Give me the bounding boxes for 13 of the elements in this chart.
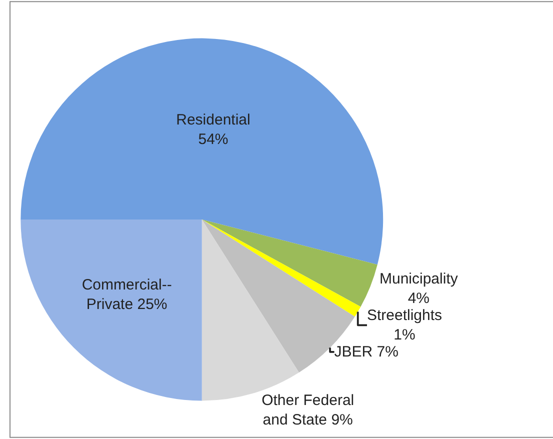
pie-slice (20, 220, 202, 401)
slice-label: Streetlights (366, 306, 442, 324)
slice-label: Commercial--Private 25% (82, 276, 172, 313)
pie-slice (20, 38, 384, 265)
pie-slice (202, 220, 361, 317)
slice-label: Other Federal and State 9% (262, 392, 354, 429)
data-label: 4% (408, 290, 430, 307)
data-label: 1% (394, 326, 416, 344)
slice-label: Residential (176, 111, 250, 128)
data-label: 54% (198, 130, 228, 148)
slice-label: Municipality (380, 270, 458, 288)
pie-slice (202, 220, 378, 307)
slice-label: JBER 7% (334, 343, 398, 360)
